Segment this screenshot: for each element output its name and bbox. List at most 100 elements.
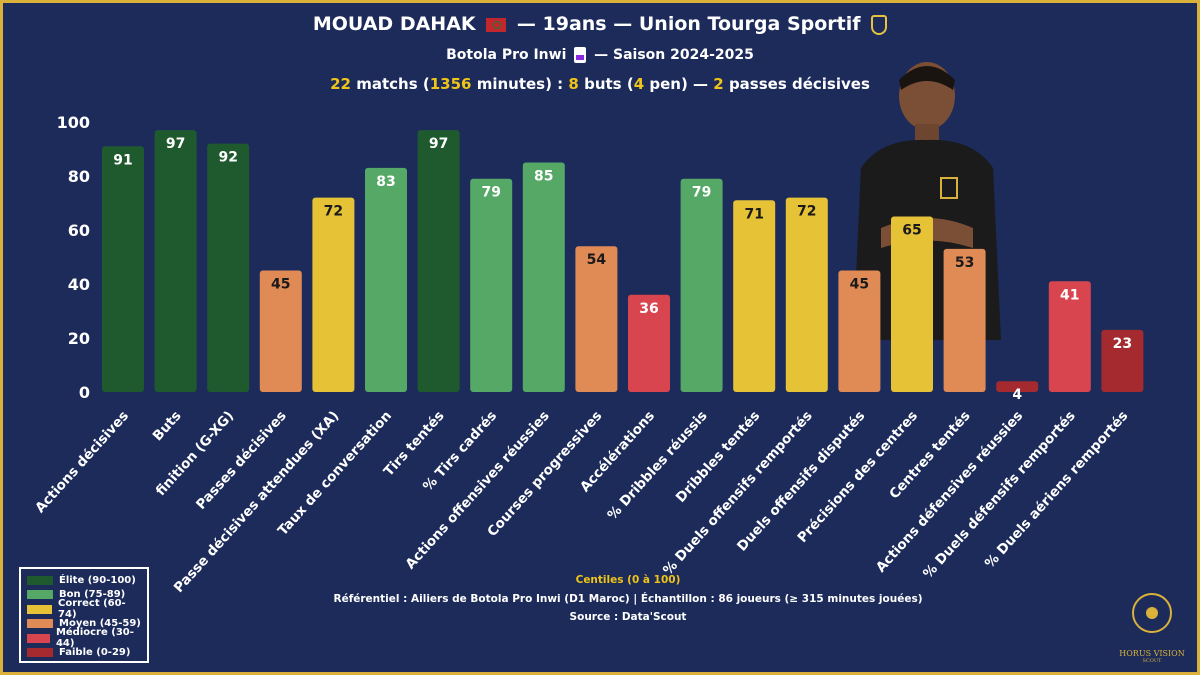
legend-label: Médiocre (30-44) [55,627,134,650]
legend-swatch [27,648,53,658]
legend-label: Moyen (45-59) [59,618,141,630]
assists-count: 2 [713,75,724,93]
player-name: MOUAD DAHAK [312,13,476,35]
legend-swatch [27,619,53,629]
bar [785,197,828,392]
bar-value-label: 72 [797,204,816,220]
footer-reference: Référentiel : Ailiers de Botola Pro Inwi… [333,593,923,605]
bar-value-label: 65 [902,223,921,239]
legend-item: Médiocre (30-44) [27,627,141,649]
bar-value-label: 45 [271,277,290,293]
bar-group: 79 [680,178,723,392]
bar [259,270,302,392]
page-title: MOUAD DAHAK — 19ans — Union Tourga Sport… [3,13,1197,35]
bar [996,381,1039,392]
footer-source: Source : Data'Scout [569,611,687,623]
league-season: Botola Pro Inwi — Saison 2024-2025 [446,47,754,63]
bar-value-label: 54 [587,252,607,268]
bar [733,200,776,392]
bar-group: 23 [1101,329,1144,392]
bar-value-label: 91 [113,152,132,168]
bar-value-label: 79 [481,185,500,201]
bar-value-label: 53 [955,255,974,271]
bar-group: 72 [312,197,355,392]
x-tick-label: % Dribbles réussis [605,408,711,523]
bar-group: 92 [207,143,250,392]
legend-label: Élite (90-100) [59,574,136,586]
bar-value-label: 45 [850,277,869,293]
bar-value-label: 23 [1113,336,1132,352]
bar [417,130,460,392]
footer-title: Centiles (0 à 100) [575,574,681,586]
bar [575,246,618,392]
bar-group: 36 [628,294,670,392]
legend-swatch [27,590,53,600]
bar-value-label: 92 [218,150,237,166]
legend-item: Bon (75-89) [27,588,141,603]
bar-group: 53 [943,248,986,392]
club-name: Union Tourga Sportif [638,13,861,35]
bar-group: 45 [259,270,302,392]
bar-value-label: 71 [744,206,763,222]
player-age: 19ans [542,13,607,35]
y-tick-label: 0 [79,383,90,402]
bar-value-label: 41 [1060,287,1079,303]
bar [838,270,881,392]
bar-group: 65 [891,216,933,392]
eye-icon [1132,593,1172,633]
legend-swatch [27,604,53,614]
x-tick-label: Passes décisives [193,408,290,513]
y-tick-label: 100 [57,113,90,132]
x-tick-label: Actions décisives [32,408,132,516]
bar [365,167,407,392]
bar-group: 72 [785,197,828,392]
x-tick-label: Buts [150,408,185,444]
bar-value-label: 36 [639,301,658,317]
morocco-flag-icon [486,17,507,32]
legend-item: Élite (90-100) [27,573,141,588]
bar [628,294,670,392]
brand-name: HORUS VISION [1119,649,1185,658]
legend-label: Faible (0-29) [59,647,131,659]
league-name: Botola Pro Inwi [446,47,567,63]
league-logo-icon [574,47,587,63]
bar-group: 41 [1048,281,1091,392]
legend-label: Correct (60-74) [58,598,126,621]
bar-group: 97 [417,130,460,392]
bar [680,178,723,392]
bar [154,130,197,392]
club-crest-icon [871,14,888,35]
legend-swatch [27,633,50,643]
bar-group: 97 [154,130,197,392]
bar-group: 4 [996,381,1039,403]
bar-value-label: 79 [692,185,711,201]
legend: Élite (90-100) Bon (75-89) Correct (60-74)… [19,567,149,663]
bar [891,216,933,392]
bar-group: 85 [522,162,565,392]
bar-group: 83 [365,167,407,392]
brand-tag: SCOUT [1142,658,1162,664]
y-tick-label: 40 [68,275,90,294]
bar-value-label: 72 [324,204,343,220]
y-tick-label: 20 [68,329,90,348]
bar [522,162,565,392]
brand-logo: HORUS VISION SCOUT [1115,593,1189,671]
bar [312,197,355,392]
bar-group: 79 [470,178,513,392]
bar [207,143,250,392]
legend-item: Correct (60-74) [27,598,141,620]
legend-swatch [27,575,53,585]
bar-group: 54 [575,246,618,392]
bar-group: 71 [733,200,776,392]
legend-label: Bon (75-89) [59,589,126,601]
bar-value-label: 97 [429,136,448,152]
pens-count: 4 [633,75,645,93]
matches-count: 22 [330,75,351,93]
bar [1048,281,1091,392]
goals-count: 8 [568,75,579,93]
legend-item: Faible (0-29) [27,646,141,661]
bar-group: 45 [838,270,881,392]
bar [943,248,986,392]
